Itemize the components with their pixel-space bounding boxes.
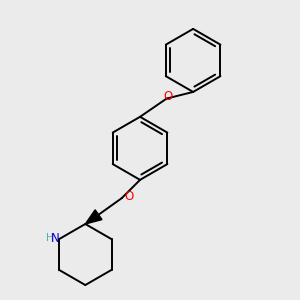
Text: O: O [124,190,134,203]
Text: N: N [51,232,60,245]
Polygon shape [85,210,102,224]
Text: O: O [164,90,173,104]
Text: H: H [46,233,53,243]
